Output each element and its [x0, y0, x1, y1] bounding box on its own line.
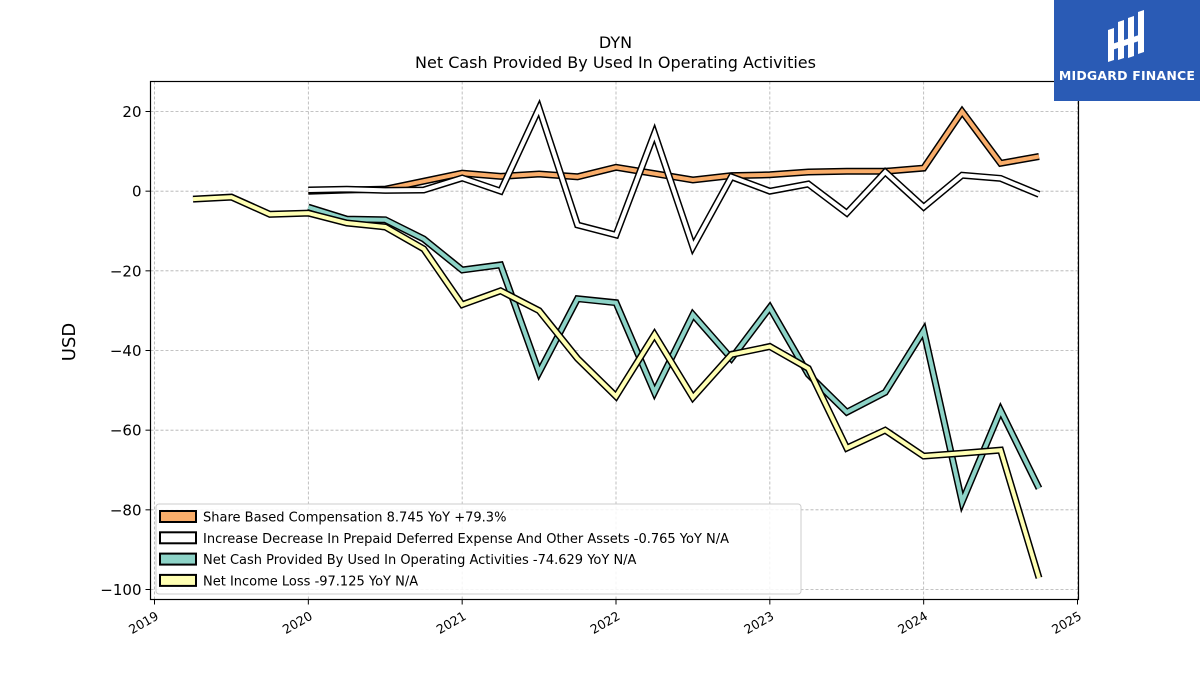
- y-tick-label: −40: [110, 342, 142, 360]
- legend: Share Based Compensation 8.745 YoY +79.3…: [155, 503, 802, 595]
- y-axis: 20 0 −20 −40 −60 −80 −100: [100, 103, 151, 599]
- x-tick-label: 2024: [895, 608, 930, 637]
- legend-swatch: [159, 573, 197, 587]
- legend-swatch: [159, 531, 197, 545]
- x-axis: 2019 2020 2021 2022 2023 2024 2025: [126, 599, 1084, 637]
- series-2: [307, 203, 1043, 514]
- series-1: [308, 98, 1041, 256]
- logo-mark-icon: [1108, 10, 1144, 62]
- chart-subtitle: Net Cash Provided By Used In Operating A…: [415, 53, 816, 72]
- logo-text: MIDGARD FINANCE: [1058, 68, 1196, 83]
- x-tick-label: 2025: [1049, 608, 1084, 637]
- y-tick-label: −80: [110, 501, 142, 519]
- y-tick-label: 20: [122, 103, 141, 121]
- x-tick-label: 2019: [126, 608, 161, 637]
- series-line: [307, 205, 1041, 509]
- legend-box: [155, 503, 802, 595]
- series-line: [192, 195, 1041, 579]
- legend-swatch: [159, 552, 197, 566]
- y-tick-label: −60: [110, 422, 142, 440]
- plot-frame: [149, 80, 1080, 601]
- y-tick-label: 0: [132, 183, 142, 201]
- y-tick-label: −100: [100, 581, 141, 599]
- legend-label: Net Income Loss -97.125 YoY N/A: [203, 574, 418, 589]
- series-0: [308, 105, 1040, 195]
- x-tick-label: 2023: [741, 608, 776, 637]
- x-tick-label: 2020: [280, 608, 315, 637]
- legend-swatch: [159, 510, 197, 523]
- series-3: [192, 193, 1043, 579]
- legend-label: Share Based Compensation 8.745 YoY +79.3…: [203, 511, 506, 526]
- series-line: [308, 108, 1040, 194]
- series-line: [308, 102, 1040, 252]
- chart-title: DYN: [599, 33, 632, 52]
- series-layer: [192, 98, 1043, 579]
- x-tick-label: 2021: [434, 608, 469, 637]
- legend-label: Net Cash Provided By Used In Operating A…: [203, 553, 637, 568]
- brand-logo: MIDGARD FINANCE: [1054, 0, 1200, 101]
- x-tick-label: 2022: [587, 608, 622, 637]
- legend-label: Increase Decrease In Prepaid Deferred Ex…: [203, 532, 729, 547]
- y-tick-label: −20: [110, 262, 142, 280]
- y-axis-label: USD: [59, 323, 80, 361]
